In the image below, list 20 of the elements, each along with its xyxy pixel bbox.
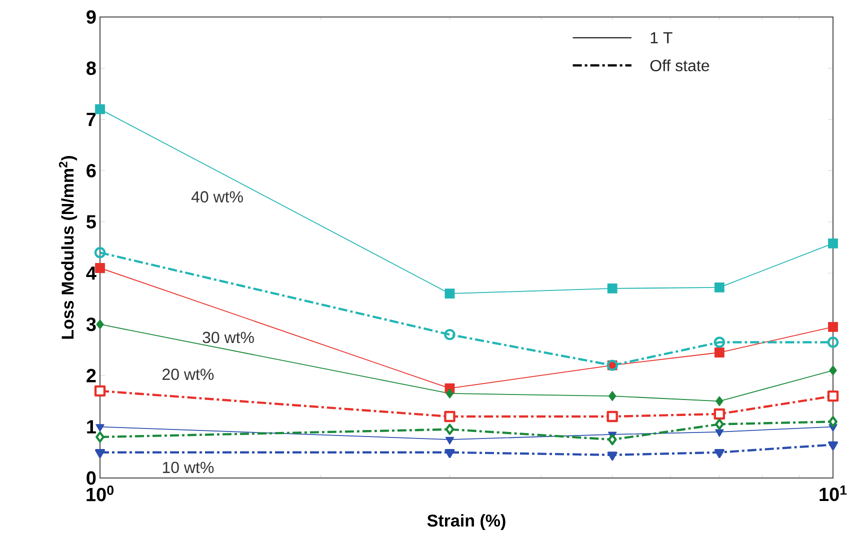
y-tick-label: 1 <box>87 420 96 434</box>
annotation: 10 wt% <box>162 462 214 474</box>
y-tick-label: 0 <box>86 471 96 485</box>
annotation: 1 T <box>650 32 672 44</box>
annotation: Off state <box>650 60 710 72</box>
y-tick-label: 7 <box>86 112 96 126</box>
x-axis-title: Strain (%) <box>427 514 506 530</box>
annotation: 40 wt% <box>191 191 243 203</box>
x-tick-label: 10$^{0}$ <box>86 486 114 502</box>
y-tick-label: 4 <box>86 266 96 280</box>
annotation: 20 wt% <box>162 368 214 380</box>
y-axis-title: Loss Modulus (N/mm$^{2}$) <box>58 156 78 339</box>
y-tick-label: 9 <box>86 10 96 24</box>
y-tick-label: 8 <box>86 61 96 75</box>
y-tick-label: 3 <box>86 318 96 332</box>
y-tick-label: 2 <box>86 368 96 382</box>
x-tick-label: 10$^{1}$ <box>820 486 847 502</box>
y-tick-label: 6 <box>86 164 96 178</box>
annotation: 30 wt% <box>202 332 254 344</box>
y-tick-label: 5 <box>86 215 96 229</box>
